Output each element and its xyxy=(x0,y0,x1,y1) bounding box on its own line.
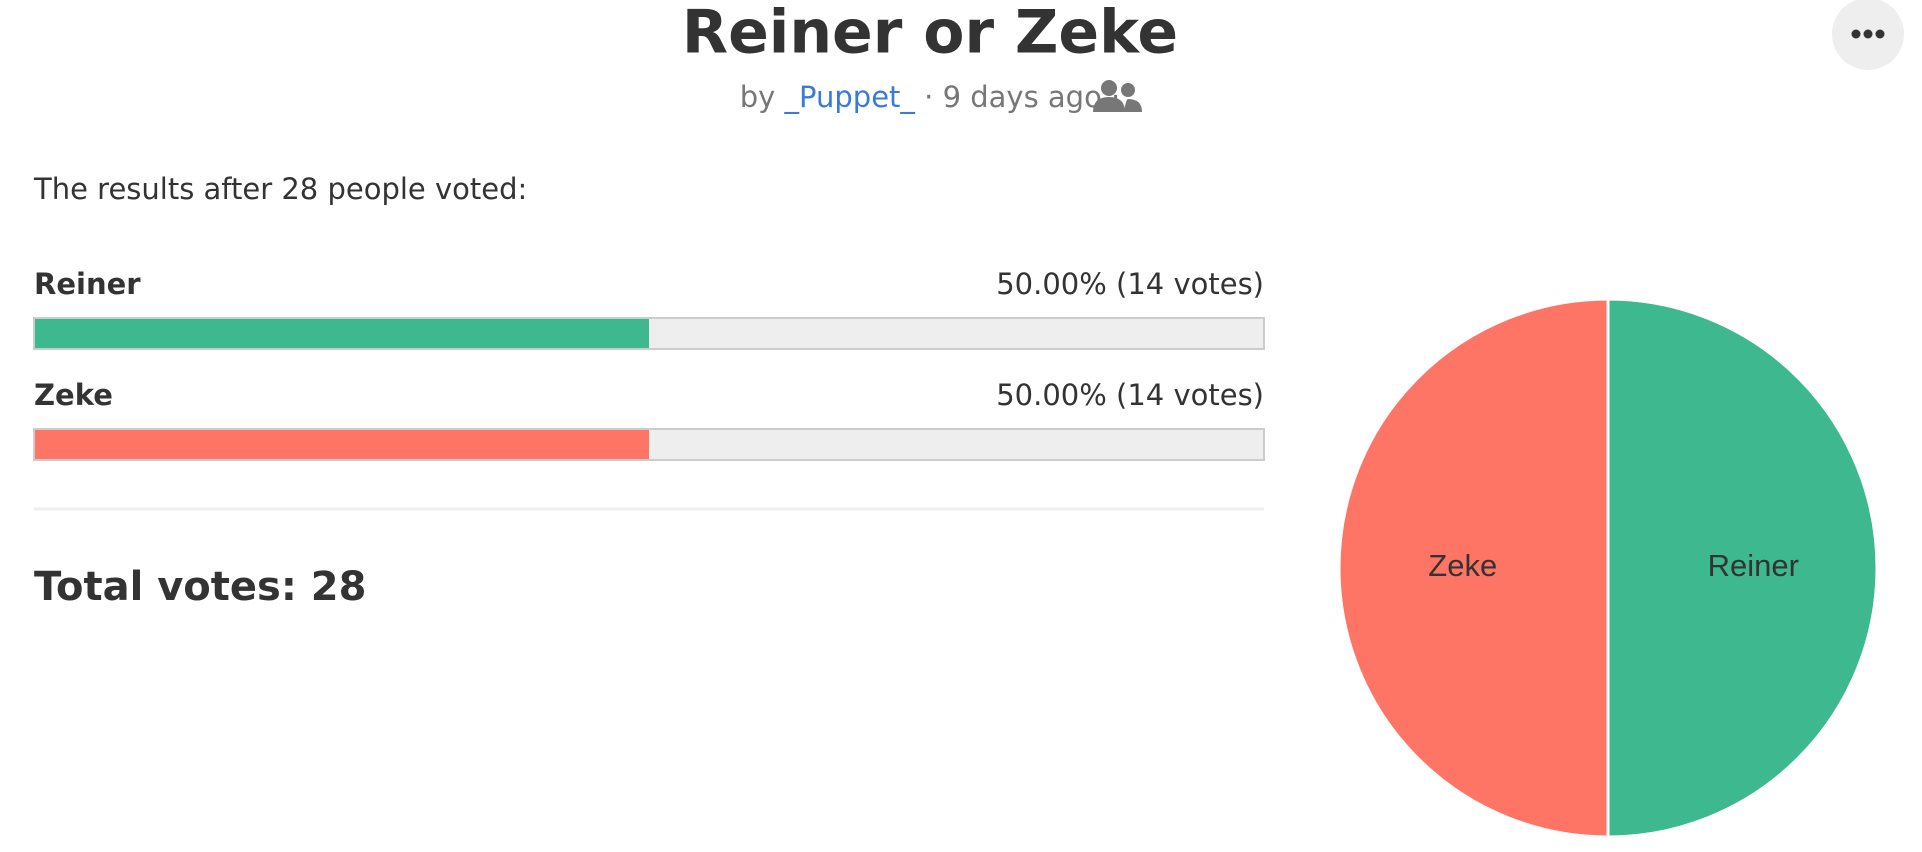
total-votes: Total votes: 28 xyxy=(34,564,366,610)
option-result: 50.00% (14 votes) xyxy=(996,378,1264,412)
pie-label: Zeke xyxy=(1428,548,1497,583)
option-result: 50.00% (14 votes) xyxy=(996,267,1264,301)
byline: by _Puppet_ · 9 days ago · xyxy=(740,80,1121,114)
author-link[interactable]: _Puppet_ xyxy=(784,80,916,114)
results-intro: The results after 28 people voted: xyxy=(33,172,527,206)
more-button[interactable] xyxy=(1832,0,1904,70)
bar xyxy=(35,319,649,348)
bar xyxy=(35,430,649,459)
people-icon xyxy=(1093,80,1142,112)
time: 9 days ago xyxy=(943,80,1102,114)
pie-slice xyxy=(1337,297,1610,839)
pie-slice xyxy=(1606,297,1879,839)
separator: · xyxy=(1111,80,1120,114)
option-name: Zeke xyxy=(34,378,113,412)
option-name: Reiner xyxy=(34,267,141,301)
pie-chart: Reiner Zeke xyxy=(1337,297,1879,839)
poll-title: Reiner or Zeke xyxy=(682,0,1178,68)
options: Reiner 50.00% (14 votes) Zeke 50.00% (14 vo… xyxy=(33,267,1265,461)
separator: · xyxy=(924,80,933,114)
pie-label: Reiner xyxy=(1708,548,1799,583)
by-text: by xyxy=(740,80,776,114)
